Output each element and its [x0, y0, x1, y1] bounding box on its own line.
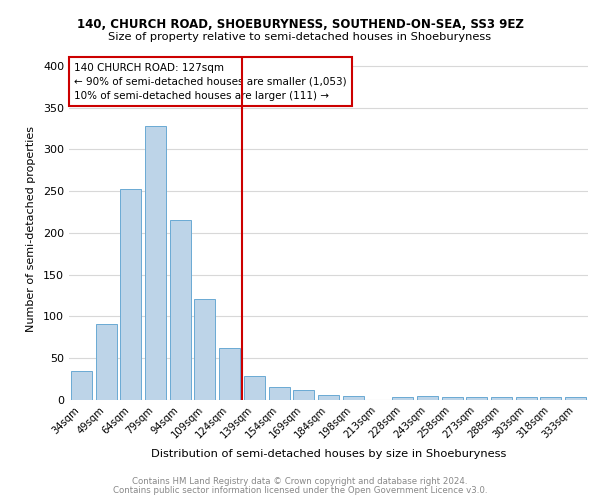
Bar	[541, 398, 562, 400]
Bar	[466, 398, 487, 400]
Text: Contains HM Land Registry data © Crown copyright and database right 2024.: Contains HM Land Registry data © Crown c…	[132, 477, 468, 486]
Bar	[516, 398, 537, 400]
Bar	[442, 396, 463, 400]
Bar	[565, 398, 586, 400]
Bar	[343, 396, 364, 400]
Bar	[219, 348, 240, 400]
Bar	[120, 188, 141, 400]
Bar	[491, 398, 512, 400]
Bar	[170, 220, 191, 400]
Bar	[244, 376, 265, 400]
Bar	[269, 388, 290, 400]
Text: Size of property relative to semi-detached houses in Shoeburyness: Size of property relative to semi-detach…	[109, 32, 491, 42]
Bar	[392, 398, 413, 400]
Text: 140, CHURCH ROAD, SHOEBURYNESS, SOUTHEND-ON-SEA, SS3 9EZ: 140, CHURCH ROAD, SHOEBURYNESS, SOUTHEND…	[77, 18, 523, 30]
Bar	[417, 396, 438, 400]
Text: Contains public sector information licensed under the Open Government Licence v3: Contains public sector information licen…	[113, 486, 487, 495]
Bar	[318, 395, 339, 400]
Bar	[145, 126, 166, 400]
Bar	[194, 299, 215, 400]
Y-axis label: Number of semi-detached properties: Number of semi-detached properties	[26, 126, 36, 332]
Bar	[95, 324, 116, 400]
Text: 140 CHURCH ROAD: 127sqm
← 90% of semi-detached houses are smaller (1,053)
10% of: 140 CHURCH ROAD: 127sqm ← 90% of semi-de…	[74, 62, 347, 100]
X-axis label: Distribution of semi-detached houses by size in Shoeburyness: Distribution of semi-detached houses by …	[151, 449, 506, 459]
Bar	[293, 390, 314, 400]
Bar	[71, 371, 92, 400]
